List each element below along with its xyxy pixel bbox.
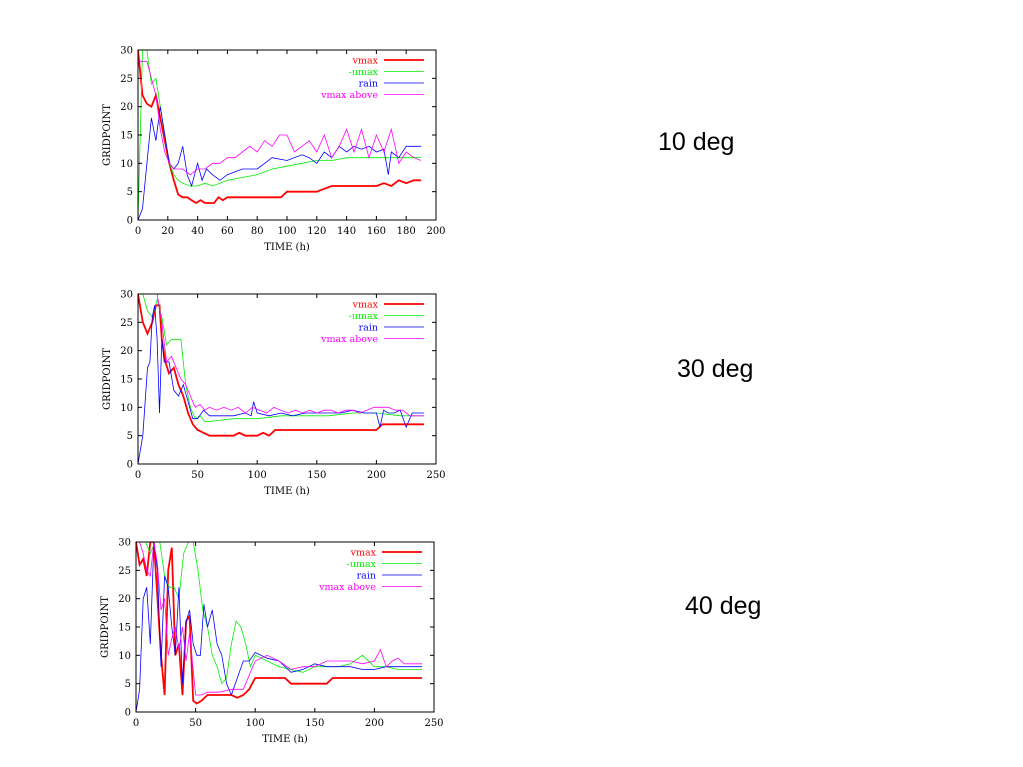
x-tick-label: 180 [397, 226, 416, 237]
x-tick-label: 200 [426, 226, 445, 237]
x-tick-label: 120 [307, 226, 326, 237]
series-line-vmax-above [136, 542, 423, 696]
x-tick-label: 20 [161, 226, 174, 237]
x-tick-label: 50 [191, 470, 204, 481]
x-tick-label: 80 [251, 226, 264, 237]
y-tick-label: 25 [120, 74, 133, 85]
legend-entry-label: vmax [352, 300, 379, 311]
y-axis-label: GRIDPOINT [100, 596, 111, 658]
x-tick-label: 150 [307, 470, 326, 481]
x-tick-label: 160 [367, 226, 386, 237]
y-tick-label: 5 [125, 679, 131, 690]
x-axis-label: TIME (h) [264, 242, 310, 253]
x-tick-label: 100 [246, 718, 265, 729]
y-tick-label: 20 [120, 346, 133, 357]
chart-panel-3: 0 50 100 150 200 250 0 5 10 15 20 25 30 TIME (h) GRIDP… [88, 532, 458, 757]
legend-entry-label: -umax [349, 311, 379, 322]
panel-label-10-deg: 10 deg [658, 128, 735, 156]
y-tick-label: 25 [118, 566, 131, 577]
legend-entry-label: rain [359, 79, 378, 90]
y-tick-label: 0 [127, 460, 133, 471]
legend-entry-label: vmax above [320, 334, 378, 345]
series-line-vmax [138, 294, 425, 437]
x-axis-label: TIME (h) [264, 486, 310, 497]
panel-label-30-deg: 30 deg [677, 355, 754, 383]
x-tick-label: 0 [135, 226, 141, 237]
series-line-rain [138, 305, 425, 464]
y-tick-label: 10 [120, 403, 133, 414]
y-tick-label: 20 [120, 102, 133, 113]
y-tick-label: 0 [125, 708, 131, 719]
legend-entry-label: rain [359, 323, 378, 334]
y-axis-label: GRIDPOINT [102, 104, 113, 166]
y-tick-label: 10 [118, 651, 131, 662]
legend-entry-label: vmax [350, 548, 377, 559]
legend-entry-label: rain [357, 571, 376, 582]
y-tick-label: 0 [127, 216, 133, 227]
chart-panel-2: 0 50 100 150 200 250 0 5 10 15 20 25 30 TIME (h) GRIDP… [90, 284, 460, 509]
series-line-vmax [138, 50, 422, 205]
chart-svg-2: 0 50 100 150 200 250 0 5 10 15 20 25 30 TIME (h) GRIDP… [102, 290, 446, 498]
chart-svg-1: 0 20 40 60 80 100 120 140 160 180 200 0 5 10 15 20 25 30 T… [102, 46, 446, 254]
x-tick-label: 200 [365, 718, 384, 729]
chart-svg-3: 0 50 100 150 200 250 0 5 10 15 20 25 30 TIME (h) GRIDP… [100, 538, 444, 746]
x-tick-label: 40 [191, 226, 204, 237]
series-line-vmax-above [138, 294, 425, 417]
x-tick-label: 0 [133, 718, 139, 729]
series-line-vmax-above [138, 60, 422, 176]
panel-label-40-deg: 40 deg [685, 592, 762, 620]
series-line-umax [138, 50, 422, 220]
x-tick-label: 150 [305, 718, 324, 729]
legend-entry-label: vmax above [318, 582, 376, 593]
y-tick-label: 5 [127, 431, 133, 442]
x-tick-label: 100 [277, 226, 296, 237]
series-line-vmax [136, 542, 423, 705]
x-tick-label: 250 [426, 470, 445, 481]
y-tick-label: 30 [120, 290, 133, 301]
chart-panel-1: 0 20 40 60 80 100 120 140 160 180 200 0 5 10 15 20 25 30 T… [90, 40, 460, 265]
y-tick-label: 15 [118, 623, 131, 634]
y-tick-label: 20 [118, 594, 131, 605]
x-tick-label: 50 [189, 718, 202, 729]
x-axis-label: TIME (h) [262, 734, 308, 745]
x-tick-label: 0 [135, 470, 141, 481]
y-tick-label: 5 [127, 187, 133, 198]
x-tick-label: 140 [337, 226, 356, 237]
y-tick-label: 25 [120, 318, 133, 329]
y-tick-label: 15 [120, 131, 133, 142]
x-tick-label: 250 [424, 718, 443, 729]
y-tick-label: 10 [120, 159, 133, 170]
plot-frame [137, 293, 437, 465]
y-axis-label: GRIDPOINT [102, 348, 113, 410]
y-tick-label: 15 [120, 375, 133, 386]
y-tick-label: 30 [118, 538, 131, 549]
series-line-umax [138, 294, 425, 422]
x-tick-label: 100 [248, 470, 267, 481]
legend-entry-label: vmax above [320, 90, 378, 101]
y-tick-label: 30 [120, 46, 133, 57]
series-line-rain [138, 106, 422, 220]
series-line-umax [136, 542, 423, 685]
x-tick-label: 200 [367, 470, 386, 481]
legend-entry-label: vmax [352, 56, 379, 67]
series-line-rain [136, 542, 423, 712]
legend-entry-label: -umax [349, 67, 379, 78]
x-tick-label: 60 [221, 226, 234, 237]
legend-entry-label: -umax [347, 559, 377, 570]
